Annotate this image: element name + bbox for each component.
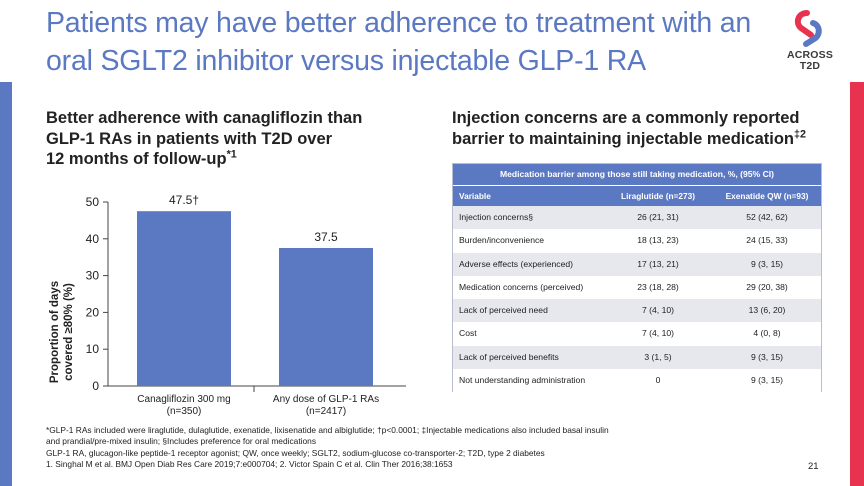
cell-liraglutide: 23 (18, 28) xyxy=(637,281,679,292)
y-tick-label: 10 xyxy=(86,342,100,356)
cell-variable: Injection concerns§ xyxy=(459,212,534,222)
logo-word-line-1: ACROSS xyxy=(786,49,834,61)
y-tick-label: 40 xyxy=(86,232,100,246)
data-label: 47.5† xyxy=(169,193,199,207)
table-row: Adverse effects (experienced) 17 (13, 21… xyxy=(453,252,821,276)
slide-title-line-1: Patients may have better adherence to tr… xyxy=(46,7,752,39)
cell-exenatide: 13 (6, 20) xyxy=(748,305,786,316)
cell-liraglutide: 7 (4, 10) xyxy=(641,305,674,316)
left-accent-bar xyxy=(0,82,12,486)
y-tick-label: 20 xyxy=(86,305,100,319)
y-tick-label: 50 xyxy=(86,195,100,209)
table-row: Lack of perceived benefits 3 (1, 5) 9 (3… xyxy=(453,345,821,370)
header-liraglutide: Liraglutide (n=273) xyxy=(621,191,695,201)
cell-variable: Cost xyxy=(459,328,477,339)
y-axis-label-line-2: covered ≥80% (%) xyxy=(63,283,75,381)
x-category-sublabel: (n=2417) xyxy=(306,406,346,417)
medication-barrier-table: Medication barrier among those still tak… xyxy=(452,163,822,393)
y-axis-label-line-1: Proportion of days xyxy=(49,281,61,383)
right-heading-line-2: barrier to maintaining injectable medica… xyxy=(452,129,847,150)
table-row: Not understanding administration 0 9 (3,… xyxy=(453,369,821,393)
cell-variable: Lack of perceived benefits xyxy=(459,351,559,362)
left-heading-line-3-text: 12 months of follow-up xyxy=(46,150,227,168)
left-heading-line-1: Better adherence with canagliflozin than xyxy=(46,109,363,127)
table-row: Medication concerns (perceived) 23 (18, … xyxy=(453,275,821,300)
cell-variable: Not understanding administration xyxy=(459,375,586,386)
x-category-label: Canagliflozin 300 mg xyxy=(137,394,230,405)
cell-variable: Adverse effects (experienced) xyxy=(459,258,574,269)
footnote-line: GLP-1 RA, glucagon-like peptide-1 recept… xyxy=(46,447,545,458)
cell-exenatide: 9 (3, 15) xyxy=(750,375,783,386)
cell-liraglutide: 26 (21, 31) xyxy=(637,212,679,222)
cell-liraglutide: 3 (1, 5) xyxy=(644,351,672,362)
table-caption: Medication barrier among those still tak… xyxy=(453,164,821,186)
table-row: Injection concerns§ 26 (21, 31) 52 (42, … xyxy=(453,206,821,230)
x-axis-categories: Canagliflozin 300 mg(n=350) Any dose of G… xyxy=(137,394,379,417)
cell-exenatide: 4 (0, 8) xyxy=(753,328,781,339)
footnote-line: *GLP-1 RAs included were liraglutide, du… xyxy=(46,425,609,435)
x-category-sublabel: (n=350) xyxy=(167,406,202,417)
table-header-row: Variable Liraglutide (n=273) Exenatide Q… xyxy=(453,186,821,206)
header-variable: Variable xyxy=(459,191,491,201)
slide-title-line-2: oral SGLT2 inhibitor versus injectable G… xyxy=(46,45,646,77)
footnote-line: 1. Singhal M et al. BMJ Open Diab Res Ca… xyxy=(46,459,453,470)
across-t2d-logo: ACROSS T2D xyxy=(776,8,844,74)
footnote-line: and prandial/pre-mixed insulin; §Include… xyxy=(46,436,317,447)
header-exenatide: Exenatide QW (n=93) xyxy=(725,191,809,201)
cell-liraglutide: 7 (4, 10) xyxy=(641,328,674,339)
cell-liraglutide: 0 xyxy=(655,375,661,386)
logo-word-line-2: T2D xyxy=(799,60,821,72)
logo-mark-icon xyxy=(794,10,822,47)
table-row: Lack of perceived need 7 (4, 10) 13 (6, … xyxy=(453,299,821,323)
right-panel-heading: Injection concerns are a commonly report… xyxy=(452,108,847,149)
bars xyxy=(137,211,373,386)
right-heading-line-1: Injection concerns are a commonly report… xyxy=(452,109,800,127)
cell-variable: Burden/inconvenience xyxy=(459,235,545,246)
left-panel-heading: Better adherence with canagliflozin than… xyxy=(46,108,436,170)
cell-variable: Lack of perceived need xyxy=(459,305,548,316)
right-heading-line-2-text: barrier to maintaining injectable medica… xyxy=(452,129,794,148)
left-heading-superscript: *1 xyxy=(226,148,237,161)
slide-title: Patients may have better adherence to tr… xyxy=(46,4,796,80)
data-label: 37.5 xyxy=(314,230,338,244)
right-accent-bar xyxy=(850,82,864,486)
bar xyxy=(279,248,373,386)
adherence-bar-chart: Proportion of days covered ≥80% (%) 0 10 2… xyxy=(49,193,406,417)
footnotes: *GLP-1 RAs included were liraglutide, du… xyxy=(46,425,786,471)
y-tick-label: 30 xyxy=(86,269,100,283)
left-heading-line-2: GLP-1 RAs in patients with T2D over xyxy=(46,129,333,148)
cell-liraglutide: 17 (13, 21) xyxy=(637,258,679,269)
table-row: Cost 7 (4, 10) 4 (0, 8) xyxy=(453,322,821,346)
cell-exenatide: 29 (20, 38) xyxy=(746,281,788,292)
data-labels: 47.5† 37.5 xyxy=(169,193,338,244)
cell-exenatide: 24 (15, 33) xyxy=(746,235,788,246)
cell-exenatide: 9 (3, 15) xyxy=(750,258,783,269)
right-heading-superscript: ‡2 xyxy=(794,128,806,140)
logo-wordmark: ACROSS T2D xyxy=(776,50,844,72)
page-number: 21 xyxy=(808,461,819,472)
y-tick-label: 0 xyxy=(92,379,99,393)
cell-exenatide: 52 (42, 62) xyxy=(746,212,788,222)
cell-variable: Medication concerns (perceived) xyxy=(459,281,584,292)
x-category-label: Any dose of GLP-1 RAs xyxy=(273,394,379,405)
table-row: Burden/inconvenience 18 (13, 23) 24 (15,… xyxy=(453,229,821,253)
left-heading-line-3: 12 months of follow-up*1 xyxy=(46,149,436,170)
cell-exenatide: 9 (3, 15) xyxy=(750,351,783,362)
cell-liraglutide: 18 (13, 23) xyxy=(637,235,679,246)
bar xyxy=(137,211,231,386)
